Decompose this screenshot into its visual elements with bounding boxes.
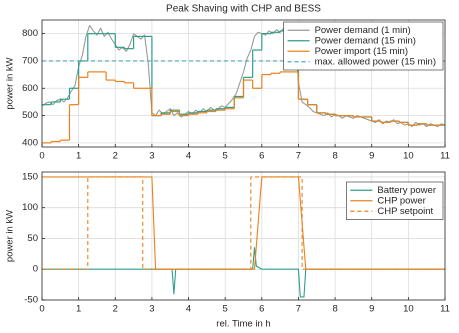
y-tick-label: 50 — [27, 233, 38, 244]
x-tick-label: 0 — [39, 151, 44, 162]
x-tick-label: 10 — [403, 304, 414, 315]
x-tick-label: 5 — [223, 304, 228, 315]
y-tick-label: 700 — [22, 55, 38, 66]
x-tick-label: 9 — [369, 304, 374, 315]
y-tick-label: -50 — [24, 295, 38, 306]
x-tick-label: 4 — [186, 151, 191, 162]
y-axis-label: power in kW — [5, 57, 16, 109]
axes-frame — [41, 171, 446, 301]
x-tick-label: 7 — [296, 304, 301, 315]
legend-label: Power import (15 min) — [315, 46, 408, 57]
x-tick-label: 11 — [440, 304, 450, 315]
series-line — [42, 176, 445, 270]
x-tick-label: 1 — [76, 304, 81, 315]
x-tick-label: 7 — [296, 151, 301, 162]
legend: Power demand (1 min)Power demand (15 min… — [283, 21, 444, 71]
legend-label: max. allowed power (15 min) — [315, 56, 436, 67]
legend-label: CHP setpoint — [377, 206, 433, 217]
y-axis-label: power in kW — [5, 210, 16, 262]
x-tick-label: 3 — [149, 151, 154, 162]
y-tick-label: 0 — [33, 264, 38, 275]
chart-title: Peak Shaving with CHP and BESS — [166, 4, 321, 15]
series-line — [42, 247, 445, 298]
x-tick-label: 1 — [76, 151, 81, 162]
y-tick-label: 100 — [22, 202, 38, 213]
y-tick-label: 400 — [22, 137, 38, 148]
series-line — [42, 176, 445, 270]
x-tick-label: 10 — [403, 151, 414, 162]
x-tick-label: 8 — [332, 304, 337, 315]
axes-frame — [41, 19, 446, 148]
legend-label: Battery power — [377, 185, 436, 196]
legend-label: CHP power — [377, 195, 425, 206]
legend-box — [283, 21, 444, 71]
x-tick-label: 2 — [113, 304, 118, 315]
x-tick-label: 0 — [39, 304, 44, 315]
x-axis-label: rel. Time in h — [216, 319, 270, 330]
x-tick-label: 3 — [149, 304, 154, 315]
legend-label: Power demand (1 min) — [315, 25, 411, 36]
y-tick-label: 600 — [22, 83, 38, 94]
x-tick-label: 8 — [332, 151, 337, 162]
plot-area — [42, 24, 445, 144]
x-tick-label: 6 — [259, 304, 264, 315]
plot-area — [42, 176, 445, 298]
y-tick-label: 800 — [22, 28, 38, 39]
x-tick-label: 4 — [186, 304, 191, 315]
x-tick-label: 11 — [440, 151, 450, 162]
legend-label: Power demand (15 min) — [315, 35, 416, 46]
x-tick-label: 2 — [113, 151, 118, 162]
x-tick-label: 6 — [259, 151, 264, 162]
x-tick-label: 5 — [223, 151, 228, 162]
y-tick-label: 150 — [22, 171, 38, 182]
y-tick-label: 500 — [22, 110, 38, 121]
x-tick-label: 9 — [369, 151, 374, 162]
